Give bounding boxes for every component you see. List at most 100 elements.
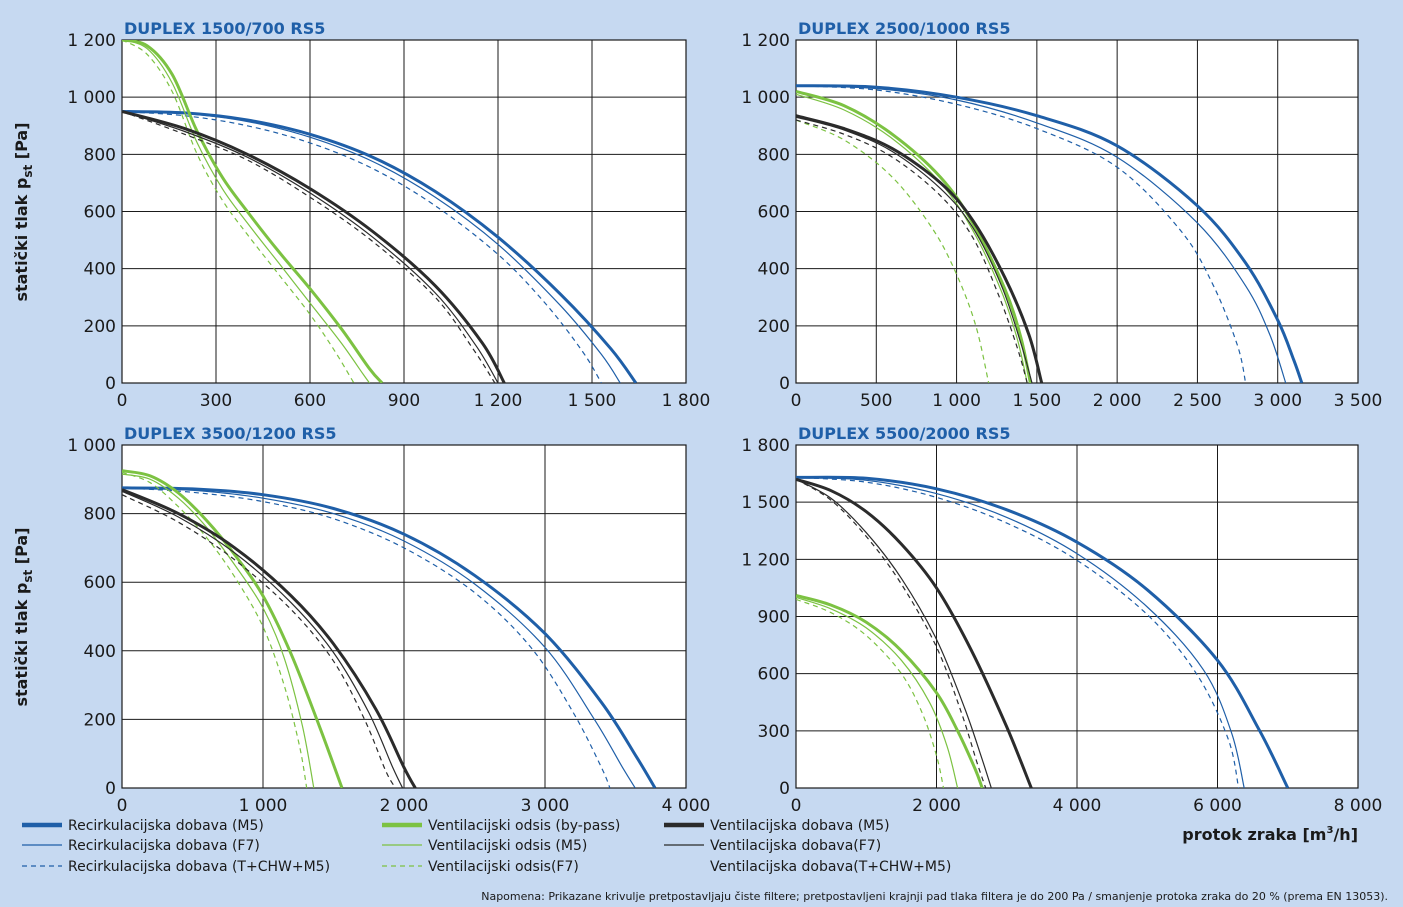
chart-panel-3: 0 1 000 2 000 3 000 4 000 0 200 400 600 800 1 000 D… bbox=[67, 424, 710, 816]
y-tick-label: 1 000 bbox=[67, 88, 116, 108]
x-tick-label: 0 bbox=[117, 391, 128, 411]
series-line bbox=[796, 476, 1240, 788]
y-tick-label: 800 bbox=[758, 145, 790, 165]
legend-item: Ventilacijski odsis (by-pass) bbox=[382, 818, 620, 834]
y-tick-label: 300 bbox=[758, 722, 790, 742]
charts-group: 0 300 600 900 1 200 1 500 1 800 0 200 400 600 800 1 … bbox=[67, 19, 1382, 816]
series-group bbox=[122, 469, 657, 788]
y-tick-label: 400 bbox=[84, 642, 116, 662]
chart-panel-1: 0 300 600 900 1 200 1 500 1 800 0 200 400 600 800 1 … bbox=[67, 19, 710, 411]
chart-title: DUPLEX 3500/1200 RS5 bbox=[124, 424, 336, 443]
series-group bbox=[796, 475, 1290, 788]
y-tick-label: 1 200 bbox=[67, 31, 116, 51]
x-tick-label: 600 bbox=[294, 391, 326, 411]
series-line bbox=[122, 490, 404, 788]
x-tick-label: 4 000 bbox=[1053, 796, 1102, 816]
series-line bbox=[122, 469, 344, 788]
x-tick-label: 0 bbox=[791, 391, 802, 411]
x-tick-label: 1 200 bbox=[474, 391, 523, 411]
legend-item: Recirkulacijska dobava (M5) bbox=[22, 818, 264, 834]
series-line bbox=[122, 110, 638, 383]
series-line bbox=[122, 471, 308, 788]
y-tick-label: 0 bbox=[779, 374, 790, 394]
x-tick-label: 1 500 bbox=[1013, 391, 1062, 411]
legend-label: Ventilacijski odsis (by-pass) bbox=[428, 818, 620, 834]
series-line bbox=[796, 114, 1044, 383]
legend-item: Recirkulacijska dobava (F7) bbox=[22, 838, 260, 854]
y-tick-label: 200 bbox=[84, 710, 116, 730]
series-line bbox=[796, 476, 1245, 788]
series-line bbox=[122, 473, 315, 788]
y-tick-label: 600 bbox=[84, 203, 116, 223]
svg-text:statički tlak pst [Pa]: statički tlak pst [Pa] bbox=[12, 122, 35, 301]
x-tick-label: 1 800 bbox=[662, 391, 711, 411]
y-tick-label: 1 200 bbox=[741, 31, 790, 51]
y-tick-label: 1 200 bbox=[741, 550, 790, 570]
x-tick-label: 3 000 bbox=[521, 796, 570, 816]
x-tick-label: 0 bbox=[117, 796, 128, 816]
y-tick-label: 1 000 bbox=[741, 88, 790, 108]
x-tick-label: 2 000 bbox=[380, 796, 429, 816]
x-tick-label: 1 000 bbox=[239, 796, 288, 816]
series-line bbox=[122, 110, 496, 383]
y-tick-label: 1 500 bbox=[741, 493, 790, 513]
x-tick-label: 2 500 bbox=[1173, 391, 1222, 411]
legend-label: Ventilacijska dobava(F7) bbox=[710, 838, 881, 854]
series-line bbox=[796, 478, 987, 788]
x-tick-label: 8 000 bbox=[1334, 796, 1383, 816]
y-tick-label: 0 bbox=[779, 779, 790, 799]
series-line bbox=[796, 596, 959, 788]
y-tick-label: 1 000 bbox=[67, 436, 116, 456]
legend-item: Ventilacijska dobava(F7) bbox=[664, 838, 881, 854]
x-tick-label: 6 000 bbox=[1193, 796, 1242, 816]
legend-item: Ventilacijski odsis(F7) bbox=[382, 859, 579, 875]
svg-text:statički tlak pst [Pa]: statički tlak pst [Pa] bbox=[12, 527, 35, 706]
y-tick-label: 600 bbox=[758, 665, 790, 685]
series-line bbox=[122, 40, 384, 383]
x-axis-label: protok zraka [m3/h] bbox=[1182, 825, 1358, 844]
series-line bbox=[796, 119, 1028, 383]
series-line bbox=[122, 488, 417, 788]
y-tick-label: 200 bbox=[84, 317, 116, 337]
legend: Recirkulacijska dobava (M5) Recirkulacijs… bbox=[22, 818, 951, 875]
series-line bbox=[122, 487, 636, 788]
series-line bbox=[122, 494, 397, 788]
series-line bbox=[122, 110, 499, 383]
series-line bbox=[796, 594, 984, 788]
series-line bbox=[122, 110, 602, 383]
y-tick-label: 900 bbox=[758, 608, 790, 628]
series-group bbox=[796, 84, 1304, 383]
x-tick-label: 3 000 bbox=[1253, 391, 1302, 411]
chart-title: DUPLEX 5500/2000 RS5 bbox=[798, 424, 1010, 443]
series-line bbox=[122, 110, 621, 383]
series-line bbox=[122, 486, 657, 788]
legend-label: Ventilacijski odsis(F7) bbox=[428, 859, 579, 875]
legend-label: Recirkulacijska dobava (M5) bbox=[68, 818, 264, 834]
x-tick-label: 1 500 bbox=[568, 391, 617, 411]
series-line bbox=[122, 110, 506, 383]
legend-label: Recirkulacijska dobava (F7) bbox=[68, 838, 260, 854]
x-tick-label: 500 bbox=[860, 391, 892, 411]
footnote: Napomena: Prikazane krivulje pretpostavl… bbox=[481, 890, 1388, 903]
series-line bbox=[796, 85, 1287, 383]
series-line bbox=[796, 84, 1304, 383]
y-tick-label: 600 bbox=[84, 573, 116, 593]
y-tick-label: 800 bbox=[84, 145, 116, 165]
legend-item: Ventilacijska dobava (M5) bbox=[664, 818, 890, 834]
legend-label: Recirkulacijska dobava (T+CHW+M5) bbox=[68, 859, 330, 875]
chart-panel-4: 0 2 000 4 000 6 000 8 000 0 300 600 900 1 200 1 50… bbox=[741, 424, 1382, 816]
y-tick-label: 800 bbox=[84, 505, 116, 525]
x-tick-label: 2 000 bbox=[1093, 391, 1142, 411]
chart-title: DUPLEX 2500/1000 RS5 bbox=[798, 19, 1010, 38]
legend-label: Ventilacijski odsis (M5) bbox=[428, 838, 587, 854]
x-tick-label: 2 000 bbox=[912, 796, 961, 816]
x-tick-label: 1 000 bbox=[932, 391, 981, 411]
series-line bbox=[796, 85, 1247, 383]
y-tick-label: 0 bbox=[105, 779, 116, 799]
y-tick-label: 400 bbox=[84, 260, 116, 280]
x-tick-label: 0 bbox=[791, 796, 802, 816]
y-tick-label: 200 bbox=[758, 317, 790, 337]
series-line bbox=[122, 487, 611, 788]
series-line bbox=[796, 475, 1290, 788]
legend-label: Ventilacijska dobava (M5) bbox=[710, 818, 890, 834]
